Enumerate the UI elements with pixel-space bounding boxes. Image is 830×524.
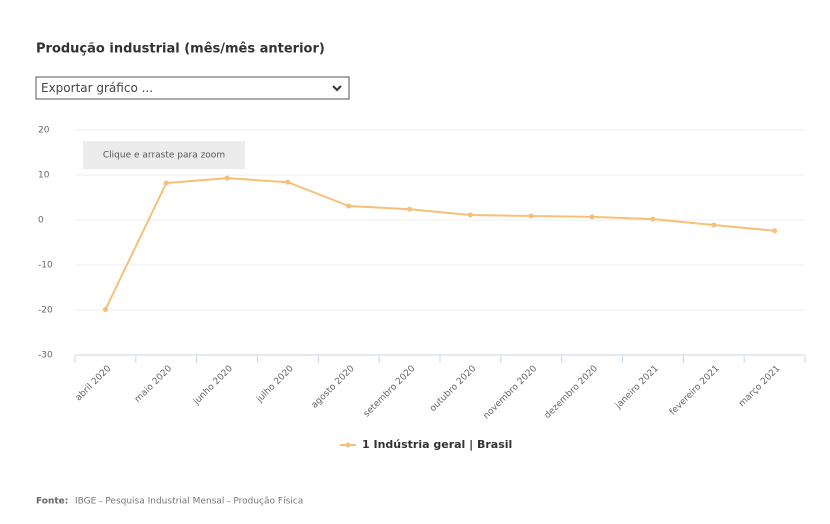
- y-tick-label: -30: [38, 351, 53, 361]
- point: [772, 228, 778, 234]
- point: [711, 222, 717, 228]
- source-label: Fonte:: [36, 497, 68, 507]
- dropdown-box[interactable]: [35, 76, 350, 100]
- point: [467, 212, 473, 218]
- x-tick-label: junho 2020: [191, 364, 235, 408]
- point: [224, 175, 230, 181]
- x-tick-label: dezembro 2020: [543, 364, 600, 421]
- dropdown-text[interactable]: Exportar gráfico ...: [41, 81, 153, 95]
- x-tick-label: novembro 2020: [482, 364, 540, 422]
- chart-title: Produção industrial (mês/mês anterior): [36, 42, 325, 57]
- point: [528, 213, 534, 219]
- dropdown-chevron[interactable]: [332, 85, 342, 92]
- export-dropdown[interactable]: Exportar gráfico ...: [35, 76, 350, 100]
- point: [589, 214, 595, 220]
- y-tick-label: -10: [38, 261, 53, 271]
- point: [650, 216, 656, 222]
- zoom-hint-box: [83, 141, 245, 169]
- point: [163, 180, 169, 186]
- point: [102, 307, 108, 313]
- legend-marker: [345, 442, 351, 448]
- point: [407, 206, 413, 212]
- x-tick-label: abril 2020: [74, 364, 114, 404]
- x-tick-label: julho 2020: [254, 364, 296, 406]
- x-tick-label: março 2021: [737, 364, 782, 409]
- x-tick-label: maio 2020: [133, 364, 174, 405]
- y-tick-label: -20: [38, 306, 53, 316]
- y-tick-label: 10: [38, 171, 50, 181]
- point: [346, 203, 352, 209]
- zoom-hint: Clique e arraste para zoom: [103, 151, 225, 161]
- x-tick-label: outubro 2020: [428, 364, 478, 414]
- x-tick-label: fevereiro 2021: [668, 364, 722, 418]
- point: [285, 179, 291, 185]
- source-text: IBGE - Pesquisa Industrial Mensal - Prod…: [75, 497, 303, 507]
- legend-label: 1 Indústria geral | Brasil: [362, 438, 512, 451]
- x-tick-label: setembro 2020: [362, 364, 418, 420]
- line: [104, 177, 775, 310]
- y-tick-label: 20: [38, 126, 50, 136]
- x-tick-label: agosto 2020: [310, 364, 357, 411]
- y-tick-label: 0: [38, 216, 44, 226]
- x-tick-label: janeiro 2021: [613, 364, 661, 412]
